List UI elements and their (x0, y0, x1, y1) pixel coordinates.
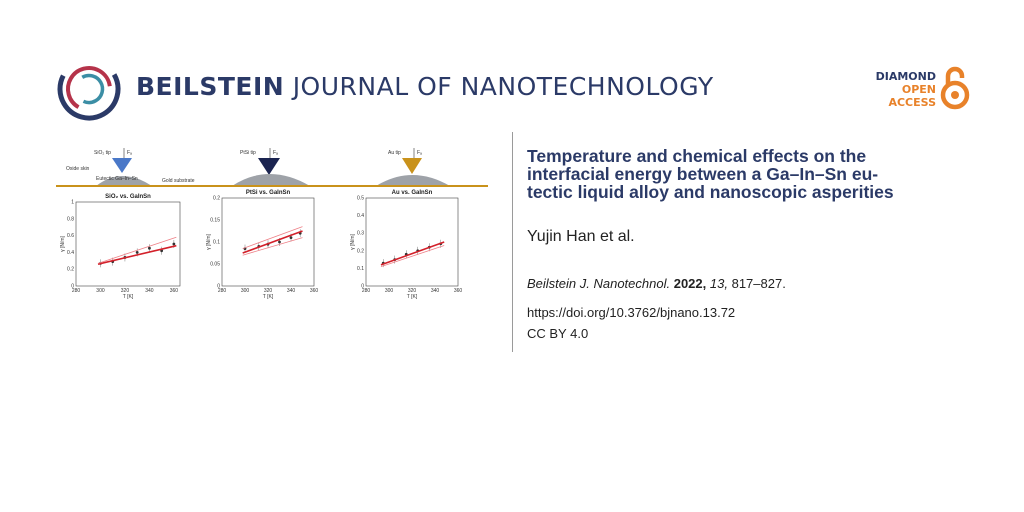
y-tick-label: 0.2 (213, 196, 220, 202)
article-license: CC BY 4.0 (527, 326, 589, 341)
panel2-tip-icon (258, 158, 280, 175)
data-point (172, 242, 176, 246)
graphical-abstract-panel-3: Au tip Fₐ Au vs. GaInSn 280 300 320 340 360 0 0… (344, 148, 488, 300)
journal-name-bold: BEILSTEIN (136, 72, 285, 101)
fit-line (242, 237, 303, 256)
panel1-force-label: Fₐ (127, 150, 132, 156)
citation-volume: 13, (709, 276, 728, 291)
y-tick-label: 0.5 (357, 196, 364, 202)
panel1-alloy-label: Eutectic Ga–In–Sn (96, 176, 138, 182)
y-tick-label: 0 (361, 284, 364, 290)
y-tick-label: 0.4 (67, 250, 74, 256)
panel1-substrate-label: Gold substrate (162, 178, 195, 184)
panel3-droplet (376, 175, 450, 186)
y-tick-label: 0.8 (67, 216, 74, 222)
chart-title: SiO₂ vs. GaInSn (105, 194, 151, 200)
y-tick-label: 0 (217, 284, 220, 290)
x-axis-label: T [K] (263, 294, 274, 300)
article-title-line: Temperature and chemical effects on the (527, 146, 867, 166)
y-tick-label: 0.05 (210, 262, 220, 268)
journal-name-rest: JOURNAL OF NANOTECHNOLOGY (292, 72, 714, 101)
x-tick-label: 360 (310, 288, 319, 294)
x-tick-label: 280 (362, 288, 371, 294)
data-point (135, 251, 139, 254)
y-axis-label: γ [N/m] (350, 233, 356, 249)
fit-line (97, 236, 177, 264)
article-authors: Yujin Han et al. (527, 228, 635, 245)
chart-title: PtSi vs. GaInSn (246, 190, 291, 196)
panel1-tip-icon (112, 158, 132, 173)
chart-frame (221, 197, 315, 287)
article-title: Temperature and chemical effects on the … (527, 147, 997, 201)
chart-frame (365, 197, 459, 287)
data-point (148, 246, 151, 250)
x-tick-label: 360 (454, 288, 463, 294)
panel3-force-label: Fₐ (417, 150, 422, 156)
x-axis-label: T [K] (407, 294, 418, 300)
y-axis-label: γ [N/m] (60, 235, 66, 251)
beilstein-logo-icon (57, 57, 121, 121)
x-tick-label: 340 (431, 288, 440, 294)
oa-line3: ACCESS (888, 96, 936, 109)
chart-title: Au vs. GaInSn (392, 190, 433, 196)
journal-name: BEILSTEIN JOURNAL OF NANOTECHNOLOGY (136, 72, 714, 101)
vertical-divider (512, 132, 513, 352)
x-tick-label: 280 (218, 288, 227, 294)
panel2-force-label: Fₐ (273, 150, 278, 156)
article-title-line: tectic liquid alloy and nanoscopic asper… (527, 182, 894, 202)
x-tick-label: 280 (72, 288, 81, 294)
panel3-tip-icon (402, 158, 422, 174)
fit-line (242, 226, 303, 249)
x-tick-label: 320 (408, 288, 417, 294)
x-tick-label: 360 (170, 288, 179, 294)
panel1-oxide-label: Oxide skin (66, 166, 90, 172)
y-tick-label: 0.15 (210, 218, 220, 224)
y-tick-label: 0.4 (357, 213, 364, 219)
x-axis-label: T [K] (123, 294, 134, 300)
data-point (278, 240, 281, 244)
fit-line (242, 230, 303, 254)
x-tick-label: 300 (96, 288, 105, 294)
y-tick-label: 0 (71, 284, 74, 290)
citation-pages: 817–827. (731, 276, 786, 291)
panel3-tip-label: Au tip (388, 150, 401, 156)
article-citation: Beilstein J. Nanotechnol. 2022, 13, 817–… (527, 276, 786, 291)
y-tick-label: 0.3 (357, 231, 364, 237)
oa-line1: DIAMOND (875, 70, 936, 83)
article-doi[interactable]: https://doi.org/10.3762/bjnano.13.72 (527, 305, 736, 320)
fit-line (97, 244, 177, 265)
fit-line (380, 245, 445, 268)
citation-year: 2022, (673, 276, 707, 291)
y-tick-label: 0.6 (67, 233, 74, 239)
x-tick-label: 300 (385, 288, 394, 294)
panel1-tip-label: SiO₂ tip (94, 150, 111, 156)
y-tick-label: 0.1 (213, 240, 220, 246)
panel2-droplet (232, 174, 310, 186)
x-tick-label: 320 (264, 288, 273, 294)
article-title-line: interfacial energy between a Ga–In–Sn eu… (527, 164, 879, 184)
graphical-abstract-panel-2: PtSi tip Fₐ PtSi vs. GaInSn 280 300 320 340 3… (200, 148, 344, 300)
x-tick-label: 340 (287, 288, 296, 294)
journal-abbrev: Beilstein J. Nanotechnol. (527, 276, 671, 291)
x-tick-label: 320 (121, 288, 130, 294)
panel1-droplet (96, 176, 152, 186)
x-tick-label: 300 (241, 288, 250, 294)
y-tick-label: 0.2 (357, 248, 364, 254)
chart-frame (75, 201, 181, 287)
graphical-abstract-panel-1: SiO₂ tip Fₐ Oxide skin Eutectic Ga–In–Sn… (56, 148, 200, 300)
y-tick-label: 1 (71, 200, 74, 206)
y-tick-label: 0.1 (357, 266, 364, 272)
y-axis-label: γ [N/m] (206, 233, 212, 249)
open-access-lock-icon (940, 66, 970, 110)
y-tick-label: 0.2 (67, 267, 74, 273)
data-point (289, 236, 293, 239)
panel2-tip-label: PtSi tip (240, 150, 256, 156)
x-tick-label: 340 (145, 288, 154, 294)
oa-line2: OPEN (901, 83, 936, 96)
fit-line (380, 241, 445, 266)
